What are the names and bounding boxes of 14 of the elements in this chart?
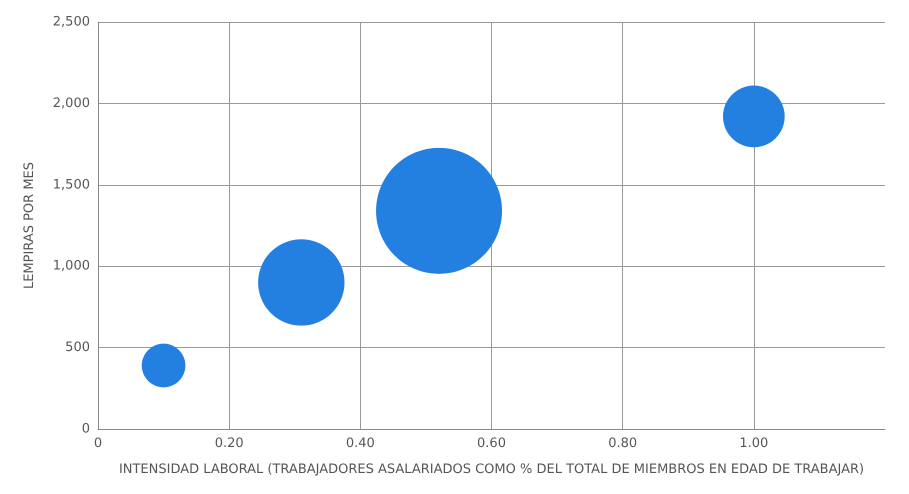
- y-tick-label: 500: [65, 340, 90, 356]
- x-tick-label: 0.40: [346, 436, 375, 451]
- y-tick-label: 2,500: [52, 14, 90, 30]
- x-tick-label: 0.80: [608, 436, 638, 451]
- y-tick-label: 2,000: [52, 96, 90, 111]
- x-tick-label: 1.00: [739, 436, 768, 451]
- x-tick-label: 0: [94, 436, 102, 451]
- y-axis-title: LEMPIRAS POR MES: [22, 162, 37, 290]
- y-tick-label: 1,000: [52, 258, 90, 274]
- x-tick-label: 0.20: [214, 436, 244, 451]
- y-tick-label: 0: [82, 422, 90, 436]
- y-tick-label: 1,500: [52, 177, 90, 192]
- x-axis-title: INTENSIDAD LABORAL (TRABAJADORES ASALARIADOS COMO % DEL TOTAL DE MIEMBROS EN EDAD DE TRABAJAR): [118, 462, 864, 477]
- x-tick-label: 0.60: [477, 436, 506, 451]
